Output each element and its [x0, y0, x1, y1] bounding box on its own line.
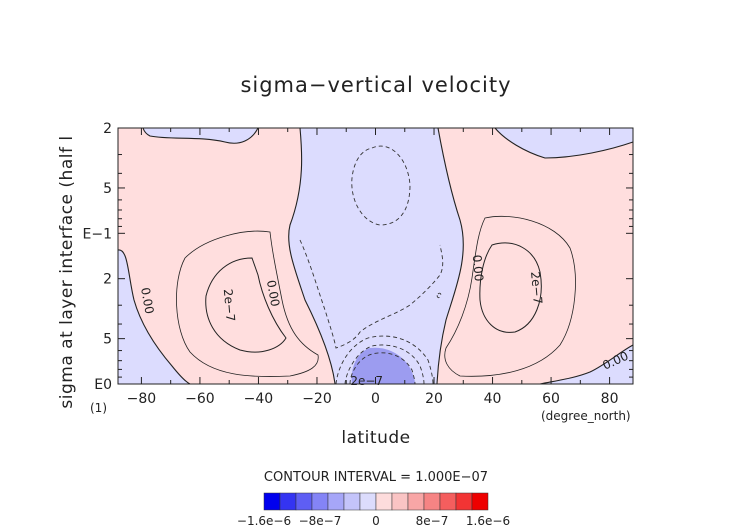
x-tick-label: −40 [244, 391, 274, 407]
strong-negative-region [351, 347, 415, 384]
colorbar-label: 1.6e−6 [466, 514, 510, 528]
y-tick-label: E0 [94, 377, 112, 393]
contour-label: 0.00 [138, 286, 156, 315]
x-tick-label: −80 [127, 391, 157, 407]
negative-region-left-edge [118, 249, 190, 384]
colorbar-swatch [279, 492, 297, 511]
zero-contours [117, 127, 634, 385]
x-tick-label: 0 [371, 391, 380, 407]
negative-region-right-edge [540, 345, 633, 384]
y-tick-label: 5 [103, 181, 112, 197]
colorbar-swatch [375, 492, 393, 511]
contour-label-group: 2e−7 [528, 271, 545, 305]
negative-contours [299, 145, 444, 385]
negative-region-top-right [495, 128, 633, 158]
colorbar-swatch [295, 492, 313, 511]
x-tick-label: 40 [484, 391, 502, 407]
contour-label-group: 0.00 [470, 254, 486, 282]
colorbar-swatch [359, 492, 377, 511]
y-axis-title: sigma at layer interface (half l [57, 135, 77, 408]
colorbar-label: 8e−7 [416, 514, 449, 528]
colorbar-swatch [455, 492, 473, 511]
colorbar-swatch [327, 492, 345, 511]
contour-interval-text: CONTOUR INTERVAL = 1.000E−07 [264, 470, 488, 485]
colorbar-swatch [471, 492, 489, 511]
contour-label: 2e−7 [350, 374, 383, 388]
y-tick-label: E−1 [83, 226, 112, 242]
contour-label-group: 0.00 [138, 286, 156, 315]
contour-label: 2e−7 [528, 271, 545, 305]
y-tick-label: 2 [103, 272, 112, 288]
x-axis-title: latitude [341, 428, 410, 448]
contour-label: 0.00 [264, 279, 282, 308]
colorbar-swatch [263, 492, 281, 511]
x-tick-label: −60 [185, 391, 215, 407]
colorbar-label: −1.6e−6 [237, 514, 291, 528]
positive-contours [176, 215, 576, 377]
colorbar-swatch [343, 492, 361, 511]
colorbar-label: −8e−7 [299, 514, 342, 528]
contour-label: 0.00 [470, 254, 486, 282]
x-tick-label: 20 [425, 391, 443, 407]
x-tick-label: 60 [542, 391, 560, 407]
negative-region-center [288, 128, 464, 384]
colorbar-label: 0 [372, 514, 380, 528]
contour-label: 2e−7 [221, 288, 238, 322]
contour-label-group: 0.00 [264, 279, 282, 308]
x-axis-unit: (degree_north) [541, 409, 631, 423]
x-tick-label: −20 [302, 391, 332, 407]
chart-title: sigma−vertical velocity [240, 73, 511, 97]
contour-label-group: 2e−7 [350, 374, 383, 388]
x-tick-label: 80 [601, 391, 619, 407]
colorbar: −1.6e−6 −8e−7 0 8e−7 1.6e−6 [237, 492, 510, 528]
contour-label-group: 2e−7 [221, 288, 238, 322]
colorbar-swatch [407, 492, 425, 511]
colorbar-swatch [423, 492, 441, 511]
axes: −80 −60 −40 −20 0 20 40 60 80 2 5 E−1 2 5 E0 [83, 121, 633, 407]
colorbar-swatch [439, 492, 457, 511]
y-tick-label: 2 [103, 121, 112, 137]
y-tick-label: 5 [103, 332, 112, 348]
y-axis-unit: (1) [90, 401, 107, 415]
colorbar-swatch [311, 492, 329, 511]
colorbar-swatch [391, 492, 409, 511]
